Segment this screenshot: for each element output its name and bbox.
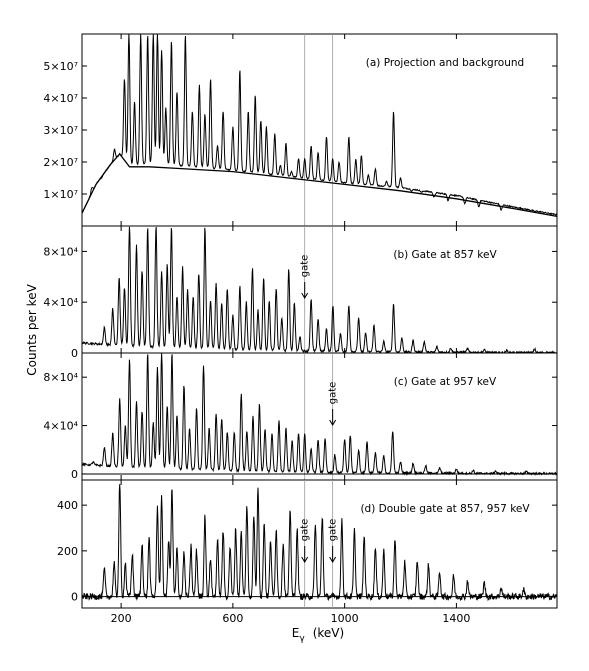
spectrum-background-panel-a (82, 152, 557, 218)
panel-c-ytick-label: 8×10⁴ (43, 371, 78, 384)
x-tick-label: 600 (222, 612, 243, 625)
gate-marker-label-857-panel-b: gate (300, 255, 311, 278)
panel-d-ytick-label: 200 (57, 545, 78, 558)
gate-arrow-head-957-panel-d (329, 556, 337, 563)
panel-c-ytick-label: 4×10⁴ (43, 420, 78, 433)
panel-b-ytick-label: 4×10⁴ (43, 296, 78, 309)
spectrum-double-gated-panel-d (82, 484, 557, 602)
x-axis-title-sub: γ (299, 634, 305, 644)
panel-d-ytick-label: 0 (71, 591, 78, 604)
gate-marker-label-957-panel-c: gate (328, 382, 339, 405)
x-axis-title-main: E (292, 626, 300, 640)
x-tick-label: 1000 (331, 612, 359, 625)
panel-b-ytick-label: 8×10⁴ (43, 245, 78, 258)
gate-arrow-head-857-panel-d (301, 556, 309, 563)
panel-b-ytick-label: 0 (71, 347, 78, 360)
x-tick-label: 200 (111, 612, 132, 625)
panel-c: 0 4×10⁴ 8×10⁴ (c) Gate at 957 keV gate (43, 352, 558, 481)
y-axis-title: Counts per keV (25, 283, 39, 375)
x-tick-label: 1400 (442, 612, 470, 625)
spectrum-gated-panel-c (82, 353, 557, 477)
gate-arrow-head-857-panel-b (301, 292, 309, 299)
x-axis-title: Eγ (keV) (292, 626, 344, 644)
panel-d-ytick-label: 400 (57, 499, 78, 512)
panel-d-label: (d) Double gate at 857, 957 keV (360, 503, 530, 515)
gate-marker-label-857-panel-d: gate (300, 519, 311, 542)
panel-a: 1×10⁷ 2×10⁷ 3×10⁷ 4×10⁷ 5×10⁷ (a) Projection … (43, 33, 558, 227)
x-axis-title-unit: (keV) (313, 626, 344, 640)
gate-marker-label-957-panel-d: gate (328, 519, 339, 542)
x-axis: 200 600 1000 1400 (111, 612, 471, 625)
panel-c-ytick-label: 0 (71, 468, 78, 481)
panel-a-ytick-label: 3×10⁷ (43, 124, 78, 137)
panel-b-label: (b) Gate at 857 keV (393, 249, 497, 261)
panel-a-ytick-label: 4×10⁷ (43, 92, 78, 105)
panel-d-frame (81, 479, 558, 609)
gate-arrow-head-957-panel-c (329, 419, 337, 426)
panel-a-ytick-label: 1×10⁷ (43, 188, 78, 201)
panels-layer: 1×10⁷ 2×10⁷ 3×10⁷ 4×10⁷ 5×10⁷ (a) Projection … (43, 33, 558, 609)
panel-c-label: (c) Gate at 957 keV (394, 376, 497, 388)
spectrum-gated-panel-b (82, 226, 557, 353)
panel-a-ytick-label: 5×10⁷ (43, 60, 78, 73)
spectrum-projection-panel-a (82, 34, 557, 216)
panel-d: 0 200 400 (d) Double gate at 857, 957 keV ga… (57, 479, 558, 609)
panel-a-ytick-label: 2×10⁷ (43, 156, 78, 169)
panel-b: 0 4×10⁴ 8×10⁴ (b) Gate at 857 keV gate (43, 225, 558, 360)
panel-a-label: (a) Projection and background (366, 57, 524, 69)
